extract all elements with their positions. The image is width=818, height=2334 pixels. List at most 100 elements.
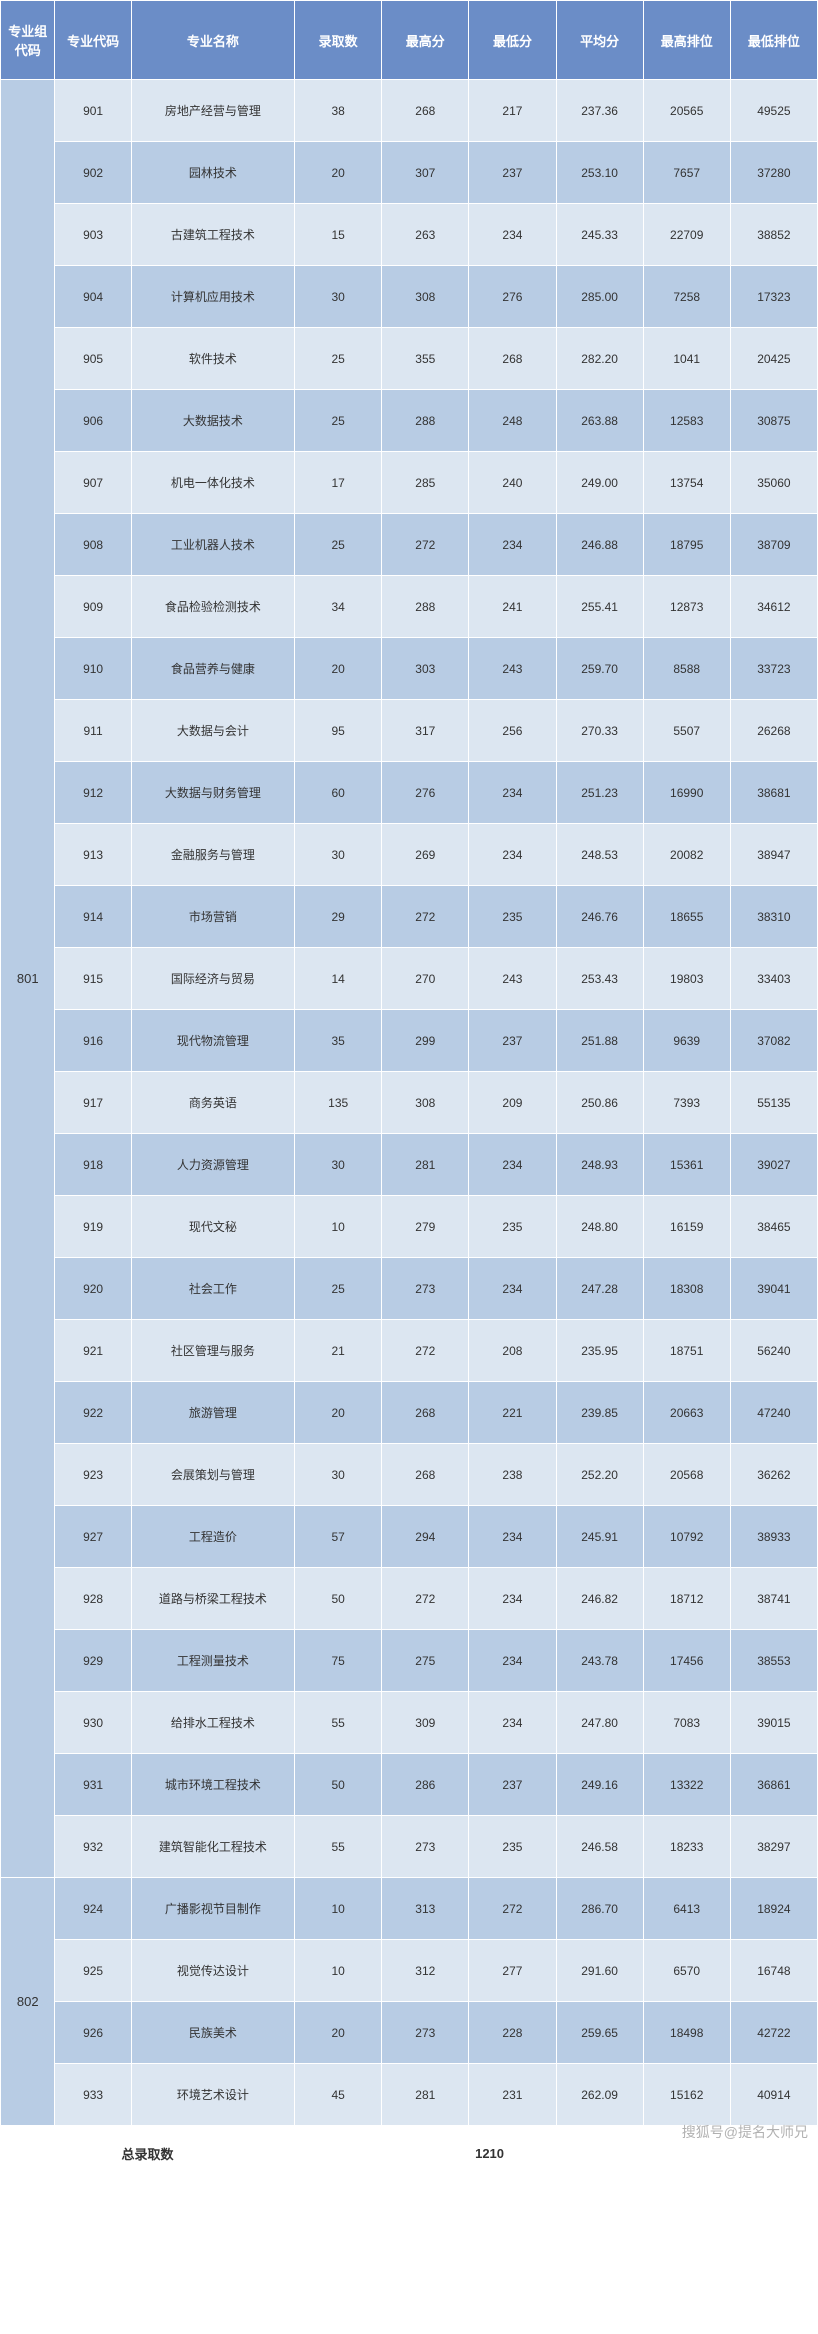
max-rank-cell: 7258 (643, 266, 730, 328)
min-score-cell: 235 (469, 886, 556, 948)
min-rank-cell: 30875 (730, 390, 817, 452)
table-footer: 总录取数 1210 (1, 2126, 818, 2182)
max-rank-cell: 6413 (643, 1878, 730, 1940)
max-score-cell: 294 (382, 1506, 469, 1568)
major-name-cell: 社会工作 (131, 1258, 294, 1320)
min-score-cell: 209 (469, 1072, 556, 1134)
min-rank-cell: 20425 (730, 328, 817, 390)
max-rank-cell: 13322 (643, 1754, 730, 1816)
min-rank-cell: 37280 (730, 142, 817, 204)
table-row: 906大数据技术25288248263.881258330875 (1, 390, 818, 452)
max-score-cell: 309 (382, 1692, 469, 1754)
table-row: 929工程测量技术75275234243.781745638553 (1, 1630, 818, 1692)
max-score-cell: 263 (382, 204, 469, 266)
major-code-cell: 909 (55, 576, 131, 638)
major-name-cell: 商务英语 (131, 1072, 294, 1134)
min-score-cell: 234 (469, 1568, 556, 1630)
admit-cell: 30 (295, 266, 382, 328)
min-score-cell: 234 (469, 762, 556, 824)
total-label: 总录取数 (1, 2126, 295, 2182)
table-row: 904计算机应用技术30308276285.00725817323 (1, 266, 818, 328)
major-name-cell: 大数据与财务管理 (131, 762, 294, 824)
major-name-cell: 工业机器人技术 (131, 514, 294, 576)
admit-cell: 29 (295, 886, 382, 948)
min-score-cell: 234 (469, 1692, 556, 1754)
min-rank-cell: 26268 (730, 700, 817, 762)
admit-cell: 60 (295, 762, 382, 824)
max-score-cell: 285 (382, 452, 469, 514)
admit-cell: 34 (295, 576, 382, 638)
table-row: 933环境艺术设计45281231262.091516240914 (1, 2064, 818, 2126)
admit-cell: 10 (295, 1878, 382, 1940)
max-score-cell: 272 (382, 1568, 469, 1630)
table-row: 932建筑智能化工程技术55273235246.581823338297 (1, 1816, 818, 1878)
major-code-cell: 932 (55, 1816, 131, 1878)
min-rank-cell: 38465 (730, 1196, 817, 1258)
max-score-cell: 286 (382, 1754, 469, 1816)
max-score-cell: 273 (382, 1816, 469, 1878)
avg-score-cell: 250.86 (556, 1072, 643, 1134)
min-rank-cell: 36262 (730, 1444, 817, 1506)
table-row: 907机电一体化技术17285240249.001375435060 (1, 452, 818, 514)
min-rank-cell: 38681 (730, 762, 817, 824)
min-score-cell: 234 (469, 1258, 556, 1320)
major-code-cell: 933 (55, 2064, 131, 2126)
min-score-cell: 237 (469, 142, 556, 204)
min-rank-cell: 38741 (730, 1568, 817, 1630)
table-row: 903古建筑工程技术15263234245.332270938852 (1, 204, 818, 266)
major-name-cell: 房地产经营与管理 (131, 80, 294, 142)
major-code-cell: 911 (55, 700, 131, 762)
min-rank-cell: 39015 (730, 1692, 817, 1754)
min-score-cell: 235 (469, 1196, 556, 1258)
min-score-cell: 234 (469, 204, 556, 266)
min-rank-cell: 38852 (730, 204, 817, 266)
table-body: 801901房地产经营与管理38268217237.36205654952590… (1, 80, 818, 2126)
major-code-cell: 923 (55, 1444, 131, 1506)
max-rank-cell: 6570 (643, 1940, 730, 2002)
admit-cell: 10 (295, 1940, 382, 2002)
max-score-cell: 276 (382, 762, 469, 824)
group-code-cell: 802 (1, 1878, 55, 2126)
major-code-cell: 916 (55, 1010, 131, 1072)
min-score-cell: 208 (469, 1320, 556, 1382)
min-rank-cell: 38310 (730, 886, 817, 948)
major-name-cell: 城市环境工程技术 (131, 1754, 294, 1816)
major-code-cell: 917 (55, 1072, 131, 1134)
admit-cell: 55 (295, 1816, 382, 1878)
avg-score-cell: 239.85 (556, 1382, 643, 1444)
max-score-cell: 281 (382, 1134, 469, 1196)
major-code-cell: 901 (55, 80, 131, 142)
avg-score-cell: 249.00 (556, 452, 643, 514)
admit-cell: 25 (295, 328, 382, 390)
avg-score-cell: 251.23 (556, 762, 643, 824)
avg-score-cell: 253.43 (556, 948, 643, 1010)
max-score-cell: 281 (382, 2064, 469, 2126)
table-row: 908工业机器人技术25272234246.881879538709 (1, 514, 818, 576)
admit-cell: 45 (295, 2064, 382, 2126)
admit-cell: 20 (295, 142, 382, 204)
min-score-cell: 221 (469, 1382, 556, 1444)
avg-score-cell: 248.93 (556, 1134, 643, 1196)
min-score-cell: 235 (469, 1816, 556, 1878)
min-score-cell: 272 (469, 1878, 556, 1940)
min-rank-cell: 18924 (730, 1878, 817, 1940)
admit-cell: 25 (295, 1258, 382, 1320)
admit-cell: 55 (295, 1692, 382, 1754)
admission-table: 专业组代码 专业代码 专业名称 录取数 最高分 最低分 平均分 最高排位 最低排… (0, 0, 818, 2182)
table-row: 931城市环境工程技术50286237249.161332236861 (1, 1754, 818, 1816)
major-name-cell: 广播影视节目制作 (131, 1878, 294, 1940)
table-row: 926民族美术20273228259.651849842722 (1, 2002, 818, 2064)
avg-score-cell: 247.80 (556, 1692, 643, 1754)
admit-cell: 30 (295, 1444, 382, 1506)
table-header: 专业组代码 专业代码 专业名称 录取数 最高分 最低分 平均分 最高排位 最低排… (1, 1, 818, 80)
max-score-cell: 273 (382, 1258, 469, 1320)
major-code-cell: 922 (55, 1382, 131, 1444)
max-rank-cell: 18498 (643, 2002, 730, 2064)
major-code-cell: 907 (55, 452, 131, 514)
table-row: 917商务英语135308209250.86739355135 (1, 1072, 818, 1134)
max-rank-cell: 18712 (643, 1568, 730, 1630)
min-score-cell: 234 (469, 514, 556, 576)
max-score-cell: 288 (382, 576, 469, 638)
admit-cell: 20 (295, 1382, 382, 1444)
max-rank-cell: 12583 (643, 390, 730, 452)
